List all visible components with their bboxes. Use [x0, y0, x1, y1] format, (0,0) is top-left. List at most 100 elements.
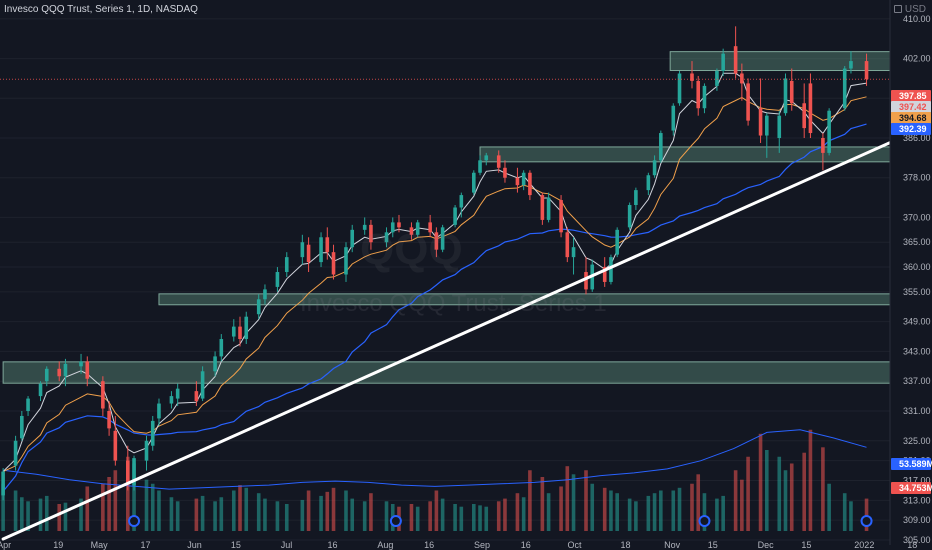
candle-body: [602, 267, 607, 282]
volume-bar: [284, 504, 289, 531]
x-tick-label: 2022: [854, 540, 874, 550]
volume-bar: [565, 466, 570, 531]
price-badge-label: 397.42: [899, 102, 927, 112]
volume-bar: [459, 506, 464, 531]
volume-bar: [453, 504, 457, 531]
moving-averages: [2, 72, 867, 492]
x-tick-label: Nov: [664, 540, 681, 550]
volume-bar: [615, 493, 619, 531]
candle-body: [559, 200, 563, 233]
volume-bar: [306, 490, 311, 531]
candle-body: [746, 83, 750, 121]
y-tick-label: 309.00: [903, 515, 931, 525]
volume-bar: [715, 498, 719, 531]
volume-bar: [101, 483, 105, 531]
earnings-markers[interactable]: [128, 515, 873, 527]
symbol-title[interactable]: Invesco QQQ Trust, Series 1, 1D, NASDAQ: [4, 4, 198, 15]
volume-bar: [369, 493, 373, 531]
candle-body: [362, 224, 367, 230]
candle-body: [331, 252, 336, 275]
y-tick-label: 337.00: [903, 376, 931, 386]
x-tick-label: 16: [521, 540, 531, 550]
volume-bar: [384, 501, 389, 531]
y-tick-label: 313.00: [903, 495, 931, 505]
candle-body: [350, 229, 355, 248]
candle-body: [702, 85, 707, 109]
y-tick-label: 305.00: [903, 535, 931, 545]
volume-bar: [434, 490, 439, 531]
x-tick-label: 18: [907, 540, 917, 550]
x-tick-label: 15: [801, 540, 811, 550]
candle-body: [677, 73, 682, 104]
candle-body: [256, 299, 261, 315]
x-tick-label: Jul: [281, 540, 293, 550]
candle-body: [175, 388, 180, 399]
candle-body: [85, 361, 90, 379]
support-resistance-zones[interactable]: [2, 51, 911, 384]
candle-body: [150, 420, 155, 446]
volume-bar: [528, 470, 532, 531]
volume-bar: [150, 483, 155, 531]
currency-label[interactable]: USD: [893, 4, 926, 15]
volume-bar: [478, 505, 482, 531]
y-tick-label: 365.00: [903, 237, 931, 247]
price-badge-sma: [891, 123, 931, 135]
volume-bar: [157, 490, 161, 531]
candle-body: [659, 133, 663, 161]
y-tick-label: 349.00: [903, 317, 931, 327]
symbol-header[interactable]: Invesco QQQ Trust, Series 1, 1D, NASDAQ: [4, 4, 202, 15]
x-tick-label: 15: [708, 540, 718, 550]
volume-bar: [733, 470, 738, 531]
sma-line: [2, 123, 867, 492]
volume-bar: [721, 495, 725, 531]
volume-bar: [319, 495, 323, 531]
volume-bar: [758, 433, 763, 531]
trendline-layer[interactable]: [1, 133, 909, 541]
volume-bar: [263, 498, 267, 531]
candle-body: [200, 371, 205, 399]
volume-bar: [777, 456, 782, 531]
volume-bar: [503, 498, 507, 531]
candle-body: [827, 110, 831, 153]
volume-bar: [590, 483, 595, 531]
volume-bar: [132, 463, 136, 531]
volume-bar: [79, 498, 83, 531]
volume-bar: [627, 498, 632, 531]
volume-bar: [602, 487, 607, 531]
volume-bar: [646, 495, 651, 531]
volume-bar: [440, 498, 445, 531]
volume-ma-line: [3, 429, 867, 490]
candle-body: [634, 190, 638, 206]
zone-rect: [669, 51, 911, 72]
lock-icon[interactable]: [893, 5, 902, 14]
volume-bar: [57, 504, 62, 531]
volume-bar: [702, 493, 707, 531]
y-tick-label: 355.00: [903, 287, 931, 297]
candle-body: [275, 272, 280, 287]
x-tick-label: 15: [231, 540, 241, 550]
volume-bar: [113, 470, 118, 531]
volume-bar: [194, 498, 199, 531]
volume-bar: [238, 485, 242, 531]
candle-body: [646, 175, 651, 191]
y-tick-label: 370.00: [903, 212, 931, 222]
candle-body: [13, 440, 18, 466]
candle-body: [864, 61, 869, 80]
volume-bar: [213, 501, 217, 531]
volume-bar: [256, 493, 261, 531]
volume-bar: [350, 498, 355, 531]
volume-bar: [789, 463, 794, 531]
volume-bar: [107, 477, 111, 531]
time-axis[interactable]: Apr 19 May 17 Jun 15 Jul 16 Aug 16 Sep 16 Oct 18 Nov 15…: [0, 540, 932, 550]
y-tick-label: 325.00: [903, 436, 931, 446]
volume-bar: [652, 493, 657, 531]
x-tick-label: Oct: [568, 540, 583, 550]
y-tick-label: 317.00: [903, 475, 931, 485]
volume-ma-path: [3, 429, 867, 490]
candle-body: [459, 195, 464, 208]
candle-body: [821, 138, 825, 153]
volume-bar: [690, 483, 694, 531]
